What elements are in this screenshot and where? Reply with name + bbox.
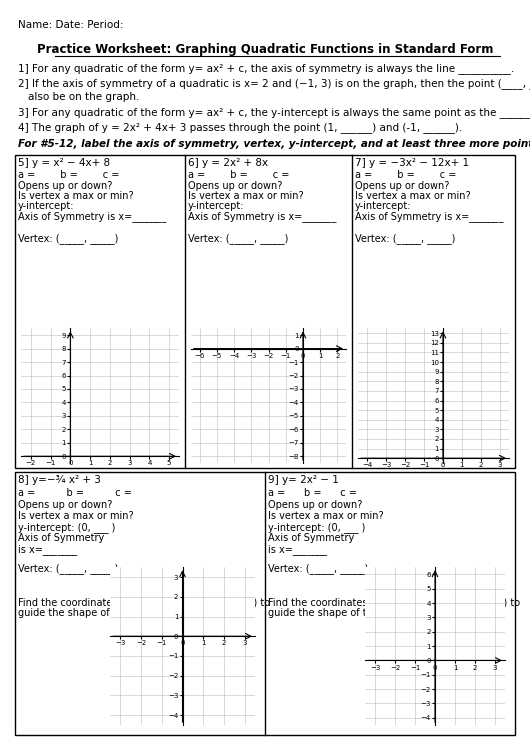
Text: Practice Worksheet: Graphing Quadratic Functions in Standard Form: Practice Worksheet: Graphing Quadratic F… xyxy=(37,43,493,56)
Text: Opens up or down?: Opens up or down? xyxy=(268,500,363,510)
Text: 1] For any quadratic of the form y= ax² + c, the axis of symmetry is always the : 1] For any quadratic of the form y= ax² … xyxy=(18,63,514,74)
Text: Axis of Symmetry is x=_______: Axis of Symmetry is x=_______ xyxy=(188,211,337,222)
Text: Opens up or down?: Opens up or down? xyxy=(188,181,282,191)
Text: Vertex: (_____, _____): Vertex: (_____, _____) xyxy=(188,233,288,244)
Text: 3] For any quadratic of the form y= ax² + c, the y-intercept is always the same : 3] For any quadratic of the form y= ax² … xyxy=(18,107,530,118)
Text: y-intercept: (0, ___ ): y-intercept: (0, ___ ) xyxy=(268,522,365,533)
Text: Opens up or down?: Opens up or down? xyxy=(18,181,112,191)
Text: a =          b =          c =: a = b = c = xyxy=(18,488,132,498)
Text: 4] The graph of y = 2x² + 4x+ 3 passes through the point (1, ______) and (-1, __: 4] The graph of y = 2x² + 4x+ 3 passes t… xyxy=(18,122,462,133)
Text: 5] y = x² − 4x+ 8: 5] y = x² − 4x+ 8 xyxy=(18,158,110,168)
Text: guide the shape of the parabola.: guide the shape of the parabola. xyxy=(268,608,428,618)
Text: y-intercept:: y-intercept: xyxy=(355,201,411,211)
Text: Find the coordinates (2, _______) and (-2, _______) to: Find the coordinates (2, _______) and (-… xyxy=(18,597,270,608)
Text: Axis of Symmetry: Axis of Symmetry xyxy=(268,533,354,543)
Text: 8] y=−¾ x² + 3: 8] y=−¾ x² + 3 xyxy=(18,475,101,485)
Text: Is vertex a max or min?: Is vertex a max or min? xyxy=(355,191,471,201)
Bar xyxy=(15,472,515,735)
Text: 9] y= 2x² − 1: 9] y= 2x² − 1 xyxy=(268,475,339,485)
Text: Vertex: (_____, _____): Vertex: (_____, _____) xyxy=(18,233,118,244)
Bar xyxy=(15,155,515,468)
Text: a =        b =        c =: a = b = c = xyxy=(18,170,119,180)
Text: Is vertex a max or min?: Is vertex a max or min? xyxy=(188,191,304,201)
Text: Vertex: (_____, _____): Vertex: (_____, _____) xyxy=(268,563,368,574)
Text: a =      b =      c =: a = b = c = xyxy=(268,488,357,498)
Text: Vertex: (_____, _____): Vertex: (_____, _____) xyxy=(355,233,455,244)
Text: Opens up or down?: Opens up or down? xyxy=(355,181,449,191)
Text: 6] y = 2x² + 8x: 6] y = 2x² + 8x xyxy=(188,158,268,168)
Text: Axis of Symmetry: Axis of Symmetry xyxy=(18,533,104,543)
Text: y-intercept:: y-intercept: xyxy=(188,201,244,211)
Text: guide the shape of the parabola.: guide the shape of the parabola. xyxy=(18,608,178,618)
Text: a =        b =        c =: a = b = c = xyxy=(355,170,456,180)
Text: is x=_______: is x=_______ xyxy=(268,544,327,555)
Text: 2] If the axis of symmetry of a quadratic is x= 2 and (−1, 3) is on the graph, t: 2] If the axis of symmetry of a quadrati… xyxy=(18,78,530,89)
Text: is x=_______: is x=_______ xyxy=(18,544,77,555)
Text: Find the coordinates (2, _______) and (-2, _______) to: Find the coordinates (2, _______) and (-… xyxy=(268,597,520,608)
Text: Vertex: (_____, _____): Vertex: (_____, _____) xyxy=(18,563,118,574)
Text: 7] y = −3x² − 12x+ 1: 7] y = −3x² − 12x+ 1 xyxy=(355,158,469,168)
Text: Is vertex a max or min?: Is vertex a max or min? xyxy=(18,511,134,521)
Text: y-intercept:: y-intercept: xyxy=(18,201,75,211)
Text: Is vertex a max or min?: Is vertex a max or min? xyxy=(18,191,134,201)
Text: Axis of Symmetry is x=_______: Axis of Symmetry is x=_______ xyxy=(355,211,504,222)
Text: Axis of Symmetry is x=_______: Axis of Symmetry is x=_______ xyxy=(18,211,166,222)
Text: a =        b =        c =: a = b = c = xyxy=(188,170,289,180)
Text: Is vertex a max or min?: Is vertex a max or min? xyxy=(268,511,384,521)
Text: also be on the graph.: also be on the graph. xyxy=(28,92,139,102)
Text: y-intercept: (0, ___ ): y-intercept: (0, ___ ) xyxy=(18,522,116,533)
Text: For #5-12, label the axis of symmetry, vertex, y-intercept, and at least three m: For #5-12, label the axis of symmetry, v… xyxy=(18,139,530,149)
Text: Name: Date: Period:: Name: Date: Period: xyxy=(18,20,123,30)
Text: Opens up or down?: Opens up or down? xyxy=(18,500,112,510)
